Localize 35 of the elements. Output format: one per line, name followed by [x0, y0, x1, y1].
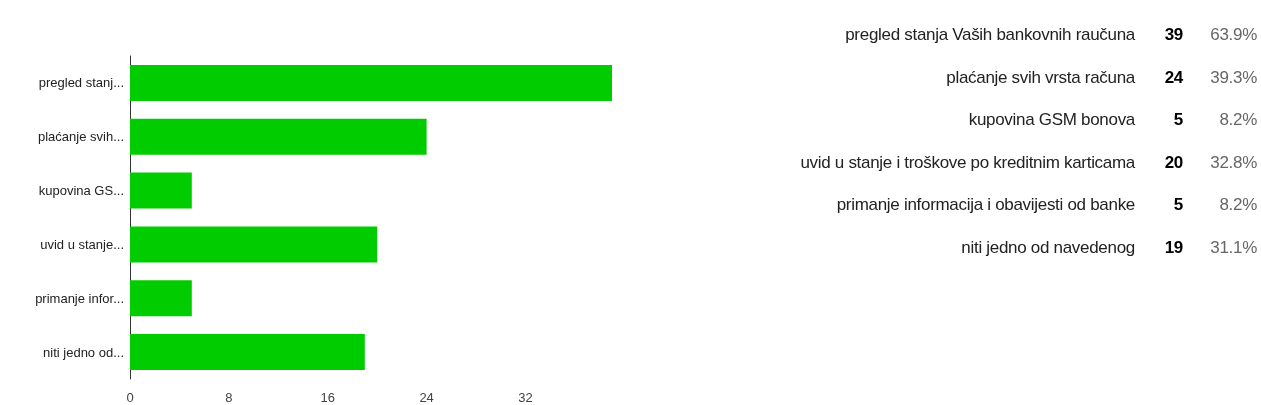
text: 8.2% — [1218, 109, 1257, 132]
bar — [130, 172, 192, 209]
text: 32.8% — [1209, 151, 1257, 174]
bar — [130, 280, 192, 317]
x-tick-label: 16 — [320, 390, 335, 405]
category-label: niti jedno od navedenog — [960, 236, 1135, 259]
y-tick-label: uvid u stanje... — [40, 236, 124, 252]
category-label: pregled stanja Vaših bankovnih raučuna — [844, 24, 1135, 47]
text: 63.9% — [1209, 24, 1257, 47]
category-label: primanje informacija i obavijesti od banke — [835, 194, 1135, 217]
x-tick-label: 8 — [225, 390, 233, 405]
data-label: 19 — [1163, 236, 1183, 259]
data-label: 5 — [1172, 194, 1183, 217]
text: 31.1% — [1209, 236, 1257, 259]
data-label: 5 — [1172, 109, 1183, 132]
data-label: 20 — [1163, 151, 1183, 174]
y-tick-label: plaćanje svih... — [38, 129, 124, 145]
x-tick-label: 32 — [518, 390, 533, 405]
text: 39.3% — [1209, 66, 1257, 89]
x-tick-label: 0 — [126, 390, 134, 405]
category-label: plaćanje svih vrsta računa — [945, 66, 1135, 89]
y-tick-label: pregled stanj... — [38, 75, 124, 91]
x-tick-label: 24 — [419, 390, 434, 405]
y-tick-label: niti jedno od... — [43, 344, 124, 360]
data-label: 24 — [1163, 66, 1183, 89]
bar — [130, 334, 365, 371]
y-tick-label: primanje infor... — [35, 290, 124, 306]
bar — [130, 118, 427, 155]
data-label: 39 — [1163, 24, 1183, 47]
bar — [130, 226, 378, 263]
y-tick-label: kupovina GS... — [38, 183, 124, 199]
text: 8.2% — [1218, 194, 1257, 217]
category-label: uvid u stanje i troškove po kreditnim karticama — [800, 151, 1135, 174]
bar — [130, 64, 612, 101]
category-label: kupovina GSM bonova — [967, 109, 1135, 132]
